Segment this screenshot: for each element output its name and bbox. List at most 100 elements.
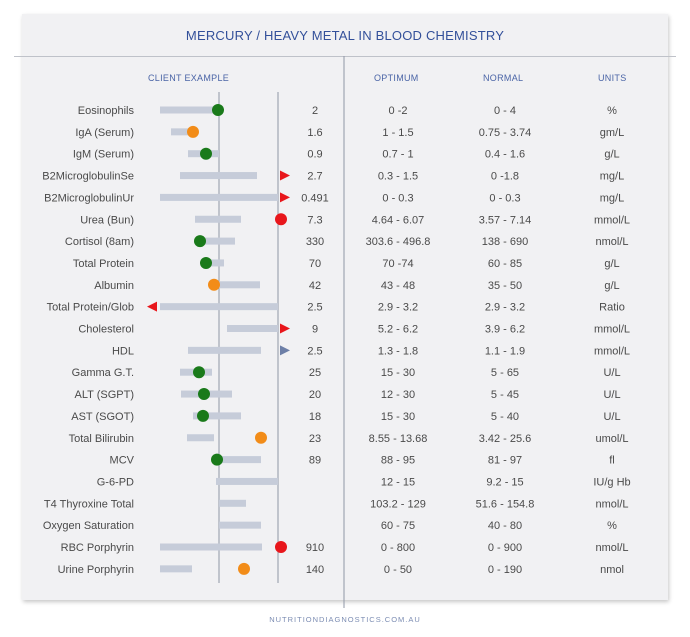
row-value: 2: [312, 105, 318, 117]
row-optimum: 0 - 0.3: [382, 192, 413, 204]
row-value: 2.7: [307, 171, 322, 183]
row-units: nmol/L: [595, 498, 628, 510]
green-marker: [193, 366, 205, 379]
row-optimum: 4.64 - 6.07: [372, 214, 425, 226]
row-value: 89: [309, 455, 321, 467]
row-label: Total Bilirubin: [69, 433, 134, 445]
row-optimum: 15 - 30: [381, 411, 415, 423]
header-normal: NORMAL: [483, 73, 524, 83]
row-value: 70: [309, 258, 321, 270]
red-arrow-right-marker: [280, 170, 290, 181]
row-optimum: 103.2 - 129: [370, 498, 426, 510]
row-label: IgM (Serum): [73, 149, 134, 161]
green-marker: [200, 256, 212, 269]
row-units: mmol/L: [594, 214, 630, 226]
row-optimum: 8.55 - 13.68: [369, 433, 428, 445]
row-normal: 81 - 97: [488, 455, 522, 467]
range-bar: [180, 172, 257, 180]
row-normal: 0 - 190: [488, 564, 522, 576]
green-marker: [211, 453, 223, 466]
range-bar: [195, 215, 241, 223]
row-value: 2.5: [307, 345, 322, 357]
red-arrow-right-marker: [280, 323, 290, 334]
range-bar: [193, 412, 241, 420]
row-optimum: 0.7 - 1: [382, 149, 413, 161]
row-value: 23: [309, 433, 321, 445]
row-value: 42: [309, 280, 321, 292]
row-normal: 3.9 - 6.2: [485, 324, 525, 336]
row-units: U/L: [603, 367, 620, 379]
row-optimum: 12 - 30: [381, 389, 415, 401]
row-label: Urea (Bun): [80, 214, 134, 226]
range-bar: [160, 303, 278, 311]
row-normal: 0 -1.8: [491, 171, 519, 183]
row-label: Gamma G.T.: [72, 367, 134, 379]
row-normal: 138 - 690: [482, 236, 528, 248]
row-units: %: [607, 105, 617, 117]
row-normal: 0 - 4: [494, 105, 516, 117]
row-units: umol/L: [595, 433, 628, 445]
range-bar: [219, 499, 246, 507]
range-bar: [160, 543, 262, 551]
row-optimum: 303.6 - 496.8: [366, 236, 431, 248]
row-label: IgA (Serum): [75, 127, 134, 139]
row-optimum: 12 - 15: [381, 476, 415, 488]
row-optimum: 70 -74: [382, 258, 413, 270]
row-value: 7.3: [307, 214, 322, 226]
green-marker: [212, 104, 224, 116]
row-optimum: 2.9 - 3.2: [378, 302, 418, 314]
header-units: UNITS: [598, 73, 627, 83]
row-normal: 51.6 - 154.8: [476, 498, 535, 510]
row-units: nmol/L: [595, 236, 628, 248]
range-bar: [201, 237, 235, 245]
row-units: g/L: [604, 149, 619, 161]
row-optimum: 0 - 50: [384, 564, 412, 576]
row-value: 9: [312, 324, 318, 336]
row-normal: 0.4 - 1.6: [485, 149, 525, 161]
row-normal: 9.2 - 15: [486, 476, 523, 488]
range-bar: [171, 128, 192, 136]
row-optimum: 0.3 - 1.5: [378, 171, 418, 183]
row-optimum: 5.2 - 6.2: [378, 324, 418, 336]
row-units: mmol/L: [594, 345, 630, 357]
range-bar: [219, 521, 261, 529]
row-optimum: 60 - 75: [381, 520, 415, 532]
green-marker: [200, 147, 212, 160]
row-label: RBC Porphyrin: [61, 542, 134, 554]
orange-marker: [187, 125, 199, 138]
range-bar: [188, 346, 261, 354]
row-units: mg/L: [600, 192, 624, 204]
red-arrow-right-marker: [280, 192, 290, 203]
row-optimum: 15 - 30: [381, 367, 415, 379]
row-normal: 2.9 - 3.2: [485, 302, 525, 314]
row-label: B2MicroglobulinUr: [44, 192, 134, 204]
row-optimum: 1.3 - 1.8: [378, 345, 418, 357]
row-units: g/L: [604, 258, 619, 270]
row-normal: 3.57 - 7.14: [479, 214, 532, 226]
green-marker: [194, 235, 206, 248]
blue-arrow-right-marker: [280, 345, 290, 356]
header-client-example: CLIENT EXAMPLE: [148, 73, 230, 83]
range-bar: [160, 106, 218, 114]
row-label: B2MicroglobulinSe: [42, 171, 134, 183]
footer-website: NUTRITIONDIAGNOSTICS.COM.AU: [269, 615, 421, 624]
range-bar: [187, 434, 214, 442]
header-optimum: OPTIMUM: [374, 73, 419, 83]
orange-marker: [255, 431, 267, 444]
row-value: 1.6: [307, 127, 322, 139]
range-bar: [219, 456, 261, 464]
range-bar: [227, 325, 278, 332]
row-normal: 0 - 900: [488, 542, 522, 554]
row-normal: 60 - 85: [488, 258, 522, 270]
row-value: 330: [306, 236, 324, 248]
row-units: g/L: [604, 280, 619, 292]
row-value: 0.9: [307, 149, 322, 161]
row-normal: 0 - 0.3: [489, 192, 520, 204]
orange-marker: [238, 562, 250, 575]
row-label: Total Protein/Glob: [47, 302, 134, 314]
row-units: nmol/L: [595, 542, 628, 554]
row-units: %: [607, 520, 617, 532]
row-label: Total Protein: [73, 258, 134, 270]
range-bar: [160, 193, 278, 201]
